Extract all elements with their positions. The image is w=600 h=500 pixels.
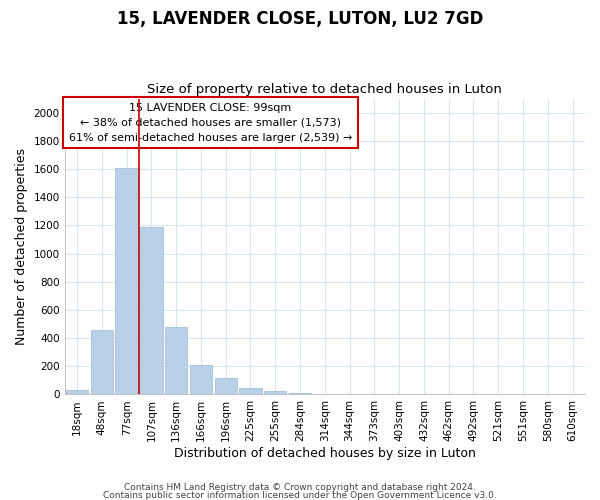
Text: 15, LAVENDER CLOSE, LUTON, LU2 7GD: 15, LAVENDER CLOSE, LUTON, LU2 7GD	[117, 10, 483, 28]
Bar	[190, 365, 212, 394]
Bar	[289, 393, 311, 394]
Bar	[91, 330, 113, 394]
X-axis label: Distribution of detached houses by size in Luton: Distribution of detached houses by size …	[174, 447, 476, 460]
Bar	[115, 168, 138, 394]
Bar	[140, 227, 163, 394]
Bar	[239, 388, 262, 394]
Y-axis label: Number of detached properties: Number of detached properties	[15, 148, 28, 345]
Text: Contains public sector information licensed under the Open Government Licence v3: Contains public sector information licen…	[103, 490, 497, 500]
Bar	[215, 378, 237, 394]
Title: Size of property relative to detached houses in Luton: Size of property relative to detached ho…	[148, 83, 502, 96]
Bar	[66, 390, 88, 394]
Text: Contains HM Land Registry data © Crown copyright and database right 2024.: Contains HM Land Registry data © Crown c…	[124, 484, 476, 492]
Text: 15 LAVENDER CLOSE: 99sqm
← 38% of detached houses are smaller (1,573)
61% of sem: 15 LAVENDER CLOSE: 99sqm ← 38% of detach…	[68, 103, 352, 142]
Bar	[264, 391, 286, 394]
Bar	[165, 327, 187, 394]
